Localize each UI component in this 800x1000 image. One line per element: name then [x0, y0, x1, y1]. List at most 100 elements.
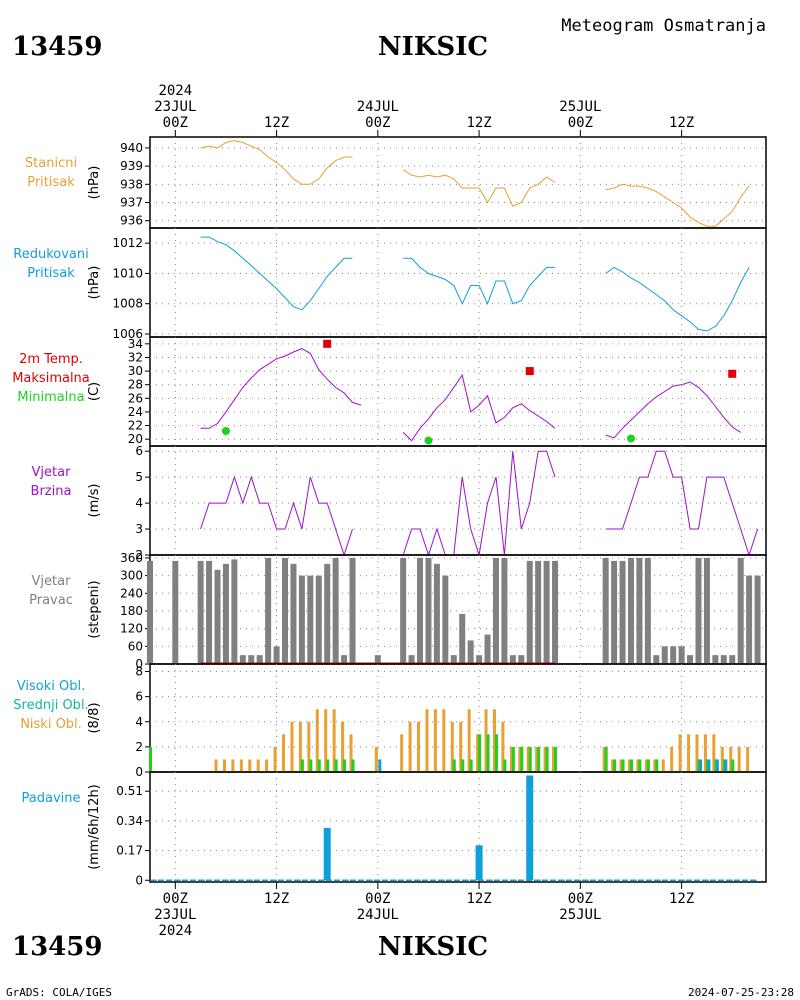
cloud-bar [501, 721, 505, 772]
x-tick-label: 23JUL [154, 99, 196, 115]
data-bar [433, 563, 440, 664]
panel-label: Niski Obl. [20, 717, 82, 732]
cloud-bar [707, 759, 711, 772]
panel-wind_direction: 0 60 120 180 240 300 360 (stepeni) Vjetar Pravac [29, 551, 767, 671]
cloud-bar [459, 721, 463, 772]
cloud-bar [231, 759, 235, 772]
station-id-top: 13459 [12, 32, 102, 62]
data-bar [670, 646, 677, 664]
cloud-bar [646, 759, 650, 772]
y-tick-label: 0.17 [116, 844, 143, 858]
data-bar [400, 557, 407, 664]
panel-label: Vjetar [32, 465, 72, 480]
y-tick-label: 0 [135, 765, 143, 779]
x-tick-label: 00Z [365, 891, 390, 907]
data-bar [282, 557, 289, 664]
panel-label: Padavine [22, 791, 81, 806]
y-tick-label: 939 [120, 159, 143, 173]
data-bar [323, 827, 331, 881]
x-tick-label: 24JUL [357, 907, 399, 923]
data-bar [754, 575, 761, 664]
y-tick-label: 8 [135, 665, 143, 679]
cloud-bar [343, 759, 347, 772]
cloud-bar [315, 709, 319, 772]
min-temp-marker [424, 436, 433, 445]
data-bar [349, 557, 356, 664]
y-axis-label: (hPa) [87, 266, 102, 300]
cloud-bar [494, 734, 498, 772]
series-line [403, 257, 555, 305]
series-line [200, 475, 353, 557]
cloud-bar [698, 759, 702, 772]
y-tick-label: 937 [120, 196, 143, 210]
y-tick-label: 22 [128, 419, 143, 433]
cloud-bar [452, 759, 456, 772]
timestamp-text: 2024-07-25-23:28 [688, 986, 794, 999]
panel-label: Visoki Obl. [17, 679, 85, 694]
cloud-bar [214, 759, 218, 772]
y-tick-label: 4 [135, 496, 143, 510]
panel-label: Pravac [29, 593, 73, 608]
y-tick-label: 6 [135, 690, 143, 704]
cloud-bar [729, 746, 733, 772]
series-line [200, 236, 353, 311]
panel-frame [149, 663, 767, 773]
data-bar [729, 655, 736, 664]
cloud-bar [528, 746, 532, 772]
panel-label: Redukovani [13, 247, 88, 262]
panel-label: Minimalna [17, 390, 84, 405]
series-line [402, 450, 556, 557]
cloud-bar [661, 759, 665, 772]
data-bar [231, 559, 238, 664]
y-tick-label: 28 [128, 378, 143, 392]
series-line [200, 348, 362, 429]
series-line [200, 140, 353, 185]
series-line [605, 183, 750, 227]
y-tick-label: 32 [128, 350, 143, 364]
data-bar [273, 646, 280, 664]
data-bar [695, 557, 702, 664]
cloud-bar [248, 759, 252, 772]
cloud-bar [461, 759, 465, 772]
cloud-bar [309, 759, 313, 772]
cloud-bar [619, 759, 623, 772]
cloud-bar [341, 721, 345, 772]
data-bar [712, 655, 719, 664]
y-tick-label: 30 [128, 364, 143, 378]
y-tick-label: 2 [135, 548, 143, 562]
cloud-bar [476, 734, 480, 772]
data-bar [484, 634, 491, 664]
cloud-bar [511, 746, 515, 772]
cloud-bar [629, 759, 633, 772]
x-tick-label: 00Z [163, 891, 188, 907]
data-bar [661, 646, 668, 664]
y-tick-label: 0.34 [116, 814, 143, 828]
y-tick-label: 0.51 [116, 784, 143, 798]
data-bar [653, 655, 660, 664]
x-tick-label: 23JUL [154, 907, 196, 923]
y-tick-label: 360 [120, 551, 143, 565]
y-tick-label: 1008 [112, 297, 143, 311]
cloud-bar [492, 709, 496, 772]
panel-clouds: 0 2 4 6 8 (8/8)Visoki Obl. Srednji Obl. Niski O… [13, 663, 767, 779]
data-bar [619, 560, 626, 664]
data-bar [535, 560, 542, 664]
y-axis-label: (m/s) [87, 484, 102, 518]
y-tick-label: 5 [135, 470, 143, 484]
data-bar [703, 557, 710, 664]
data-bar [611, 560, 618, 664]
y-tick-label: 1010 [112, 266, 143, 280]
cloud-bar [351, 759, 355, 772]
cloud-bar [442, 709, 446, 772]
cloud-bar [611, 759, 615, 772]
data-bar [627, 557, 634, 664]
data-bar [737, 557, 744, 664]
cloud-bar [613, 759, 617, 772]
cloud-bar [535, 746, 539, 772]
y-tick-label: 1006 [112, 327, 143, 341]
cloud-bar [509, 746, 513, 772]
meteogram-title: Meteogram Osmatranja [561, 16, 766, 36]
cloud-bar [307, 721, 311, 772]
credit-text: GrADS: COLA/IGES [6, 986, 112, 999]
